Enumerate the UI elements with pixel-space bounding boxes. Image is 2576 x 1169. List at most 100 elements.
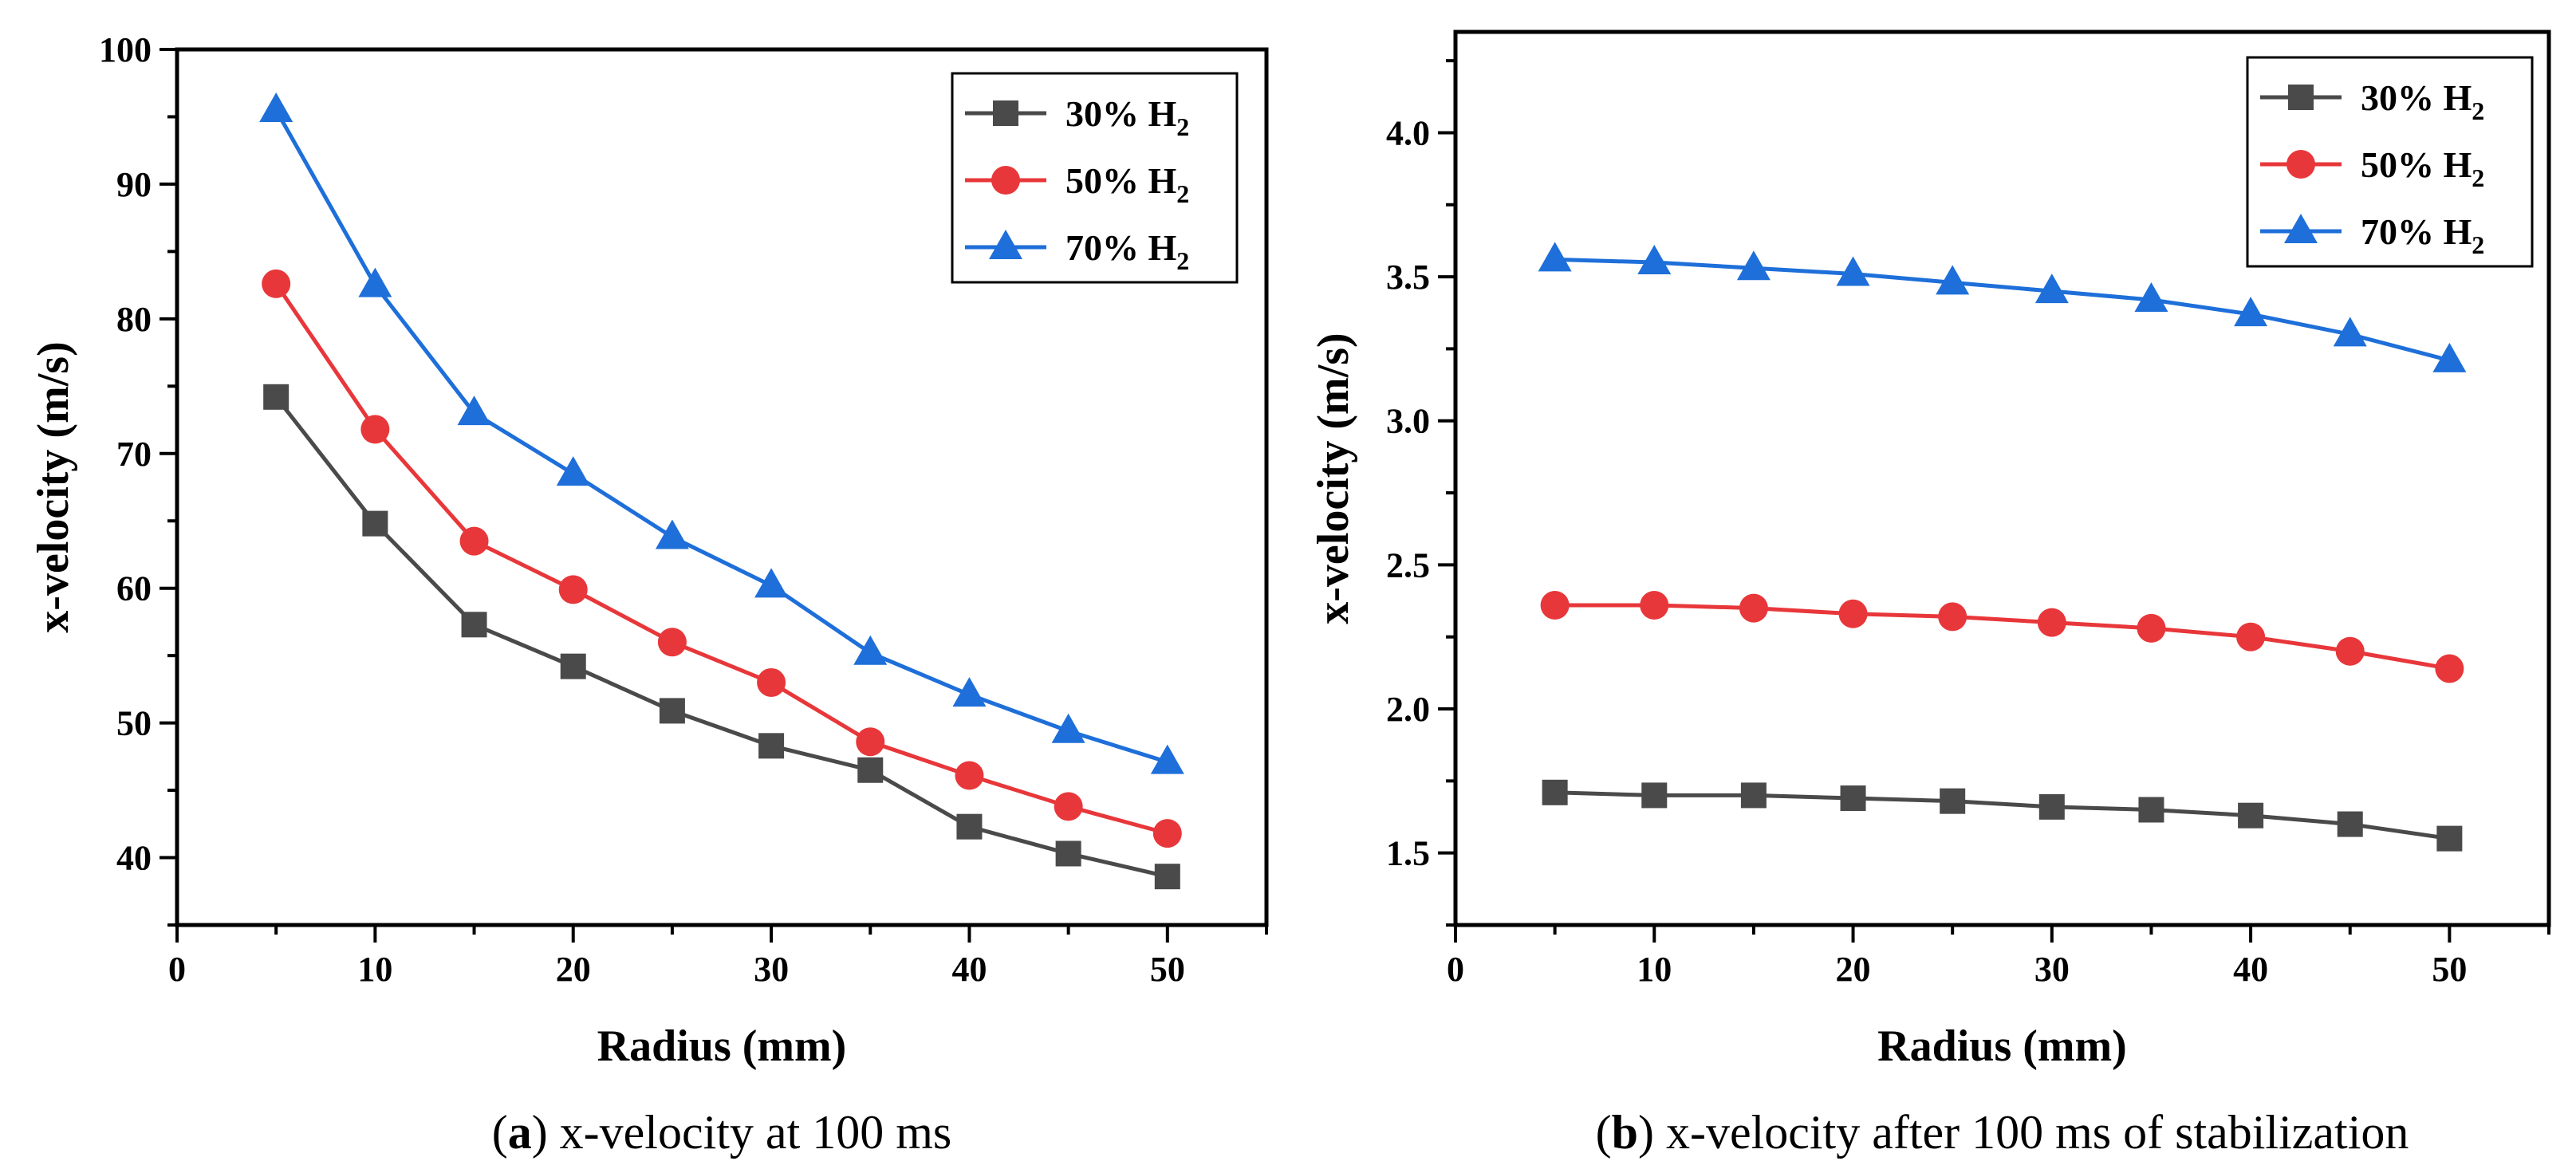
y-tick-label: 70 (116, 435, 152, 474)
legend-entry: 70% H2 (2260, 211, 2484, 259)
x-tick-label: 30 (754, 950, 789, 989)
x-tick-label: 0 (168, 950, 186, 989)
data-point (362, 510, 388, 537)
y-tick-label: 4.0 (1386, 113, 1430, 152)
x-tick-label: 20 (556, 950, 591, 989)
legend-entry: 30% H2 (2260, 77, 2484, 125)
data-point (956, 813, 983, 840)
data-point (560, 653, 586, 679)
data-point (1640, 590, 1669, 620)
data-point (461, 612, 487, 638)
series-3 (259, 92, 1184, 774)
data-point (1055, 840, 1081, 867)
data-point (1836, 256, 1870, 286)
legend-subscript: 2 (1176, 112, 1189, 141)
data-point (1152, 819, 1182, 848)
data-point (1641, 782, 1668, 809)
series-line (1554, 603, 2450, 671)
data-point (952, 677, 987, 707)
series-3 (1538, 242, 2467, 372)
legend-label: 30% H2 (1065, 93, 1189, 141)
legend-label: 50% H2 (1065, 160, 1189, 208)
legend-subscript: 2 (2472, 96, 2484, 125)
data-point (1938, 602, 1967, 632)
y-tick-label: 100 (99, 30, 152, 69)
legend-entry: 30% H2 (965, 93, 1189, 141)
y-axis-label: x-velocity (m/s) (29, 341, 78, 632)
y-tick-label: 3.5 (1386, 258, 1430, 297)
y-tick-label: 40 (116, 839, 152, 878)
legend-subscript: 2 (2472, 163, 2484, 192)
legend-marker (989, 230, 1022, 259)
data-point (655, 519, 689, 549)
legend-entry: 50% H2 (2260, 144, 2484, 192)
data-point (1542, 779, 1568, 805)
legend-label: 30% H2 (2361, 77, 2484, 125)
data-point (1840, 785, 1866, 812)
legend: 30% H2 50% H2 70% H2 (951, 72, 1239, 284)
data-point (459, 526, 489, 556)
series-line (1554, 790, 2450, 841)
data-point (857, 757, 884, 783)
chart-panel-a: 0 10 20 30 40 50 40 50 60 70 80 90 100 Radius (mm) x-v… (29, 30, 1269, 1159)
data-point (1637, 245, 1672, 275)
data-point (2335, 636, 2365, 666)
x-axis-label: Radius (mm) (597, 1021, 847, 1071)
legend-marker (993, 100, 1018, 126)
data-point (1940, 788, 1966, 814)
data-point (1051, 713, 1085, 743)
y-tick-label: 3.0 (1386, 402, 1430, 441)
x-tick-label: 40 (951, 950, 987, 989)
y-tick-label: 2.0 (1386, 690, 1430, 729)
data-point (2333, 317, 2367, 347)
data-point (1054, 792, 1083, 821)
data-point (1838, 599, 1868, 628)
y-tick-label: 1.5 (1386, 834, 1430, 873)
data-point (2138, 797, 2164, 823)
legend-label: 50% H2 (2361, 144, 2484, 192)
data-point (754, 568, 789, 598)
legend-marker (991, 166, 1020, 195)
data-point (1736, 250, 1771, 281)
plot-frame (175, 47, 1269, 927)
caption: (a) x-velocity at 100 ms (492, 1106, 952, 1159)
data-point (262, 269, 291, 298)
data-point (2234, 297, 2268, 327)
data-point (2238, 802, 2264, 829)
data-point (1740, 782, 1767, 809)
data-point (657, 628, 687, 657)
x-tick-label: 50 (2432, 950, 2467, 989)
data-point (2337, 811, 2363, 837)
legend-marker (2286, 150, 2315, 179)
series-line (274, 108, 1168, 764)
x-tick-label: 20 (1836, 950, 1871, 989)
legend-marker (2288, 85, 2314, 110)
series-2 (1540, 590, 2464, 683)
legend-entry: 70% H2 (965, 227, 1189, 275)
data-point (2435, 654, 2464, 683)
data-point (2038, 793, 2065, 820)
series-2 (262, 269, 1182, 848)
y-axis-label: x-velocity (m/s) (1309, 333, 1358, 624)
legend-label: 70% H2 (2361, 211, 2484, 259)
data-point (259, 92, 293, 123)
y-tick-label: 90 (116, 165, 152, 204)
legend-marker (2284, 214, 2318, 243)
x-tick-label: 0 (1447, 950, 1464, 989)
series-line (274, 282, 1168, 836)
legend: 30% H2 50% H2 70% H2 (2246, 56, 2534, 268)
data-point (2432, 342, 2467, 372)
data-point (457, 396, 491, 426)
series-1 (1542, 779, 2463, 852)
data-point (2037, 608, 2066, 637)
series-1 (263, 384, 1180, 890)
data-point (360, 415, 390, 444)
data-point (2034, 274, 2069, 304)
data-point (263, 384, 290, 410)
data-point (758, 733, 785, 759)
data-point (1150, 744, 1184, 774)
data-point (2134, 282, 2168, 312)
series-line (1554, 257, 2450, 363)
data-point (856, 727, 885, 757)
